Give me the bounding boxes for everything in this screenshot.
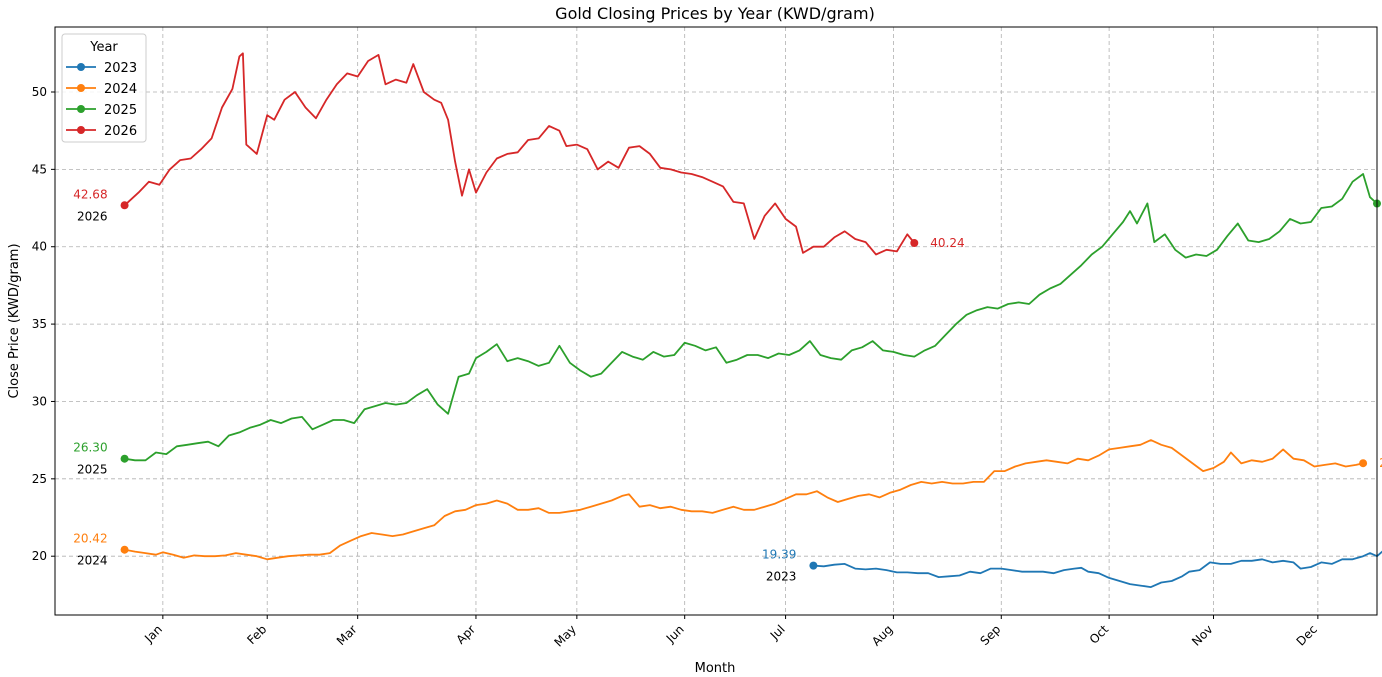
x-axis-label: Month	[695, 661, 736, 676]
legend-entry-label: 2023	[104, 61, 137, 76]
legend-marker-2023	[77, 63, 85, 71]
legend-entry-label: 2025	[104, 103, 137, 118]
series-end-point-2026	[910, 239, 919, 248]
end-value-label: 40.24	[930, 236, 964, 250]
series-start-point-2025	[120, 454, 129, 463]
start-year-label: 2026	[77, 209, 108, 223]
series-layer	[120, 52, 1382, 588]
series-end-point-2024	[1359, 459, 1368, 468]
y-tick-label: 40	[32, 240, 47, 254]
legend-entry-label: 2024	[104, 82, 137, 97]
y-tick-label: 20	[32, 549, 47, 563]
y-tick-label: 30	[32, 394, 47, 408]
y-axis: 20 25 30 35 40 45 50	[32, 85, 55, 563]
series-start-point-2026	[120, 201, 129, 210]
plot-frame	[54, 26, 1378, 616]
legend-marker-2024	[77, 84, 85, 92]
start-year-label: 2023	[766, 570, 797, 584]
start-year-label: 2024	[77, 554, 108, 568]
legend-entry-label: 2026	[104, 124, 137, 139]
start-value-label: 26.30	[73, 441, 107, 455]
y-tick-label: 45	[32, 162, 47, 176]
grid-lines	[55, 27, 1377, 615]
annotation-layer: 42.68202640.2426.30202542.7920.42202426.…	[73, 187, 1382, 583]
y-axis-label: Close Price (KWD/gram)	[7, 243, 22, 398]
legend-marker-2025	[77, 105, 85, 113]
legend: Year 2023 2024 2025 2026	[61, 33, 147, 143]
series-line-2024	[124, 439, 1364, 561]
series-start-point-2024	[120, 545, 129, 554]
y-tick-label: 50	[32, 85, 47, 99]
start-value-label: 19.39	[762, 548, 796, 562]
y-tick-label: 35	[32, 317, 47, 331]
chart-title: Gold Closing Prices by Year (KWD/gram)	[555, 4, 875, 23]
start-value-label: 20.42	[73, 532, 107, 546]
series-start-point-2023	[809, 561, 818, 570]
legend-title: Year	[89, 40, 118, 55]
end-value-label: 26.01	[1379, 456, 1382, 470]
start-year-label: 2025	[77, 463, 108, 477]
legend-marker-2026	[77, 126, 85, 134]
start-value-label: 42.68	[73, 187, 107, 201]
series-line-2023	[813, 550, 1382, 588]
series-line-2025	[124, 173, 1378, 462]
y-tick-label: 25	[32, 472, 47, 486]
legend-box	[61, 33, 147, 143]
series-line-2026	[123, 52, 916, 256]
